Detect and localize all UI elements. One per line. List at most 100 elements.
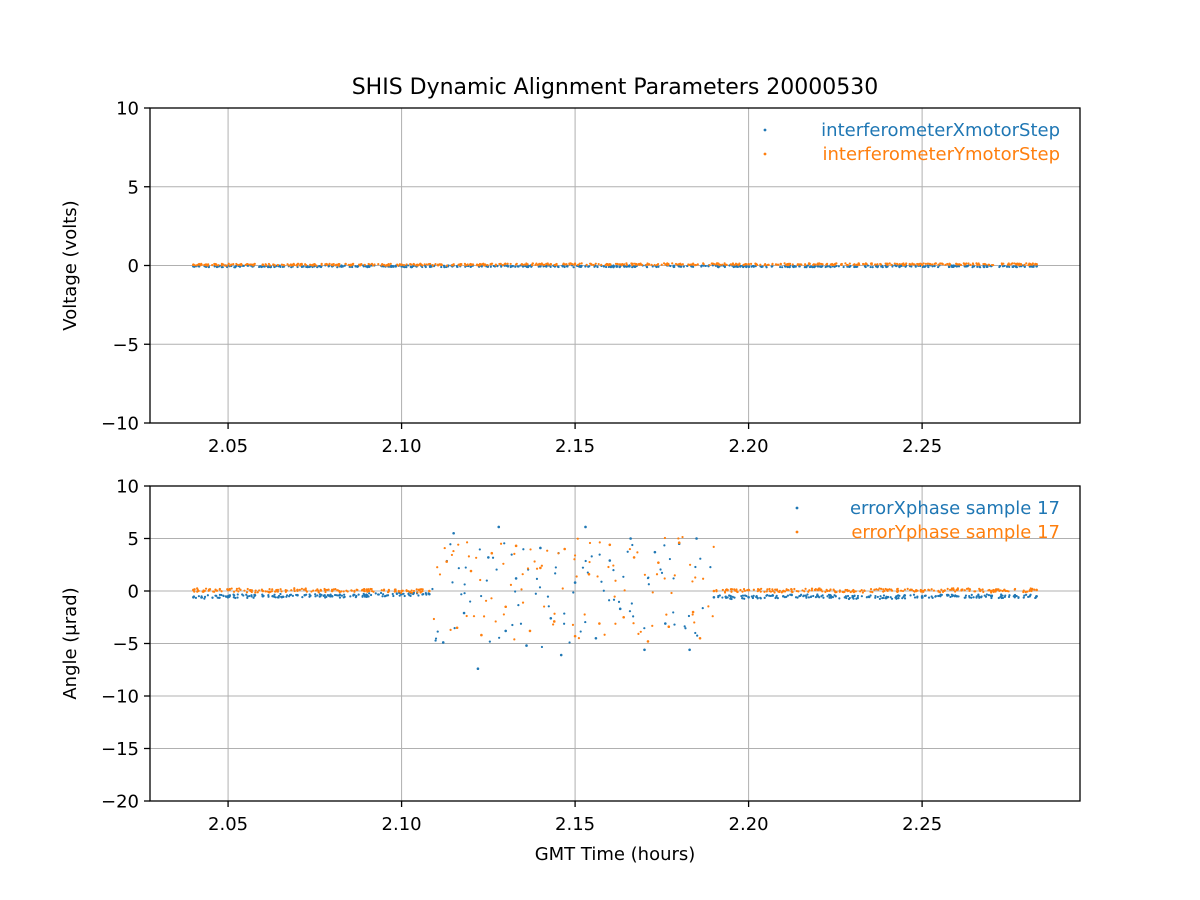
bottom-series-1-dot [736,590,739,594]
bottom-series-1-dot [632,622,635,625]
bottom-legend-label-1: errorYphase sample 17 [851,522,1060,543]
top-series-1-dot [671,262,674,265]
top-series-1-dot [225,264,229,267]
bottom-series-1-dot [688,563,692,566]
bottom-series-0-dot [699,557,702,560]
bottom-series-1-dot [636,551,639,554]
bottom-series-0-dot [869,594,872,597]
bottom-series-1-dot [521,573,524,576]
bottom-series-1-dot [637,632,640,635]
bottom-series-0-dot [449,543,452,546]
top-xtick-label-2: 2.15 [555,436,595,457]
bottom-series-0-dot [236,593,239,596]
top-series-1-dot [937,263,940,266]
bottom-series-1-dot [967,587,970,590]
bottom-series-0-dot [800,593,803,596]
bottom-panel: Angle (μrad) GMT Time (hours) 2.05 2.10 2.… [60,477,1081,865]
bottom-series-1-dot [908,589,912,592]
bottom-series-1-dot [691,613,694,616]
bottom-series-1-dot [990,591,993,594]
bottom-series-0-point-14 [504,629,507,633]
bottom-series-1-dot [603,633,606,636]
bottom-series-0-dot [431,587,434,591]
bottom-series-1-dot [1022,589,1025,592]
bottom-series-1-dot [871,591,874,594]
top-series-0-dot [869,265,872,269]
top-series-1-dot [747,262,750,266]
bottom-series-1-dot [973,590,976,593]
bottom-series-0-dot [478,548,481,551]
bottom-series-0-dot [511,623,514,627]
bottom-series-1-point-24 [632,556,636,559]
bottom-series-0-point-8 [441,641,445,644]
top-series-0-dot [765,266,768,269]
top-series-1-dot [862,263,865,266]
bottom-series-1-dot [801,589,804,592]
bottom-series-1-dot [997,588,1000,591]
top-series-1-dot [876,263,879,266]
top-series-1-dot [774,263,778,266]
bottom-series-1-dot [400,591,403,594]
bottom-series-0-dot [340,594,344,597]
bottom-series-0-dot [829,594,832,598]
bottom-series-0-dot [776,596,779,600]
bottom-series-0-dot [382,593,385,596]
bottom-series-1-dot [490,597,493,600]
bottom-series-0-dot [357,593,360,596]
bottom-series-1-dot [521,601,525,604]
top-series-0-dot [281,265,284,269]
bottom-series-0-dot [975,596,978,599]
top-series-1-dot [203,263,206,266]
bottom-series-1-dot [254,589,257,592]
top-series-1-dot [742,263,745,266]
bottom-series-0-dot [968,596,971,599]
bottom-series-0-dot [874,594,877,598]
bottom-series-0-dot [921,596,924,599]
top-series-1-dot [646,262,649,265]
bottom-series-1-dot [235,589,238,592]
bottom-series-1-dot [432,617,436,621]
top-series-1-dot [619,263,622,266]
bottom-series-1-dot [828,589,831,592]
bottom-series-0-point-24 [618,607,622,611]
bottom-series-1-dot [681,535,684,539]
top-series-1-dot [481,263,484,266]
bottom-series-1-dot [651,591,654,594]
bottom-series-0-dot [352,594,355,597]
bottom-series-1-dot [238,587,241,590]
top-series-1-dot [721,263,724,266]
bottom-series-0-dot [847,597,851,601]
bottom-series-0-dot [369,593,373,597]
bottom-series-1-dot [694,576,697,579]
bottom-series-0-dot [643,627,646,630]
bottom-series-0-dot [763,596,766,599]
bottom-series-0-dot [206,594,209,597]
bottom-series-0-point-33 [747,596,750,599]
top-series-1-dot [715,262,718,265]
bottom-series-1-dot [763,590,766,593]
top-series-1-dot [200,263,203,266]
top-series-1-dot [796,263,799,266]
bottom-series-0-dot [211,596,214,599]
top-series-1-dot [653,263,656,267]
bottom-series-0-point-4 [330,594,334,598]
top-series-0-dot [566,264,569,268]
bottom-series-0-dot [701,607,704,610]
bottom-series-1-point-7 [428,589,431,593]
top-series-0-dot [517,265,520,268]
top-series-1-dot [230,263,233,266]
top-series-1-dot [944,263,947,266]
bottom-series-0-dot [950,593,953,596]
bottom-series-0-dot [709,566,712,569]
top-series-1-dot [198,263,201,266]
top-series-1-dot [821,263,824,266]
bottom-series-0-dot [903,597,907,600]
bottom-series-1-dot [193,590,196,593]
top-series-1-dot [884,262,887,265]
bottom-series-1-dot [356,588,359,592]
bottom-series-1-dot [513,552,516,555]
bottom-series-0-dot [403,594,406,598]
bottom-series-0-point-23 [608,559,612,562]
bottom-series-1-dot [276,588,280,591]
bottom-series-0-dot [395,592,399,596]
